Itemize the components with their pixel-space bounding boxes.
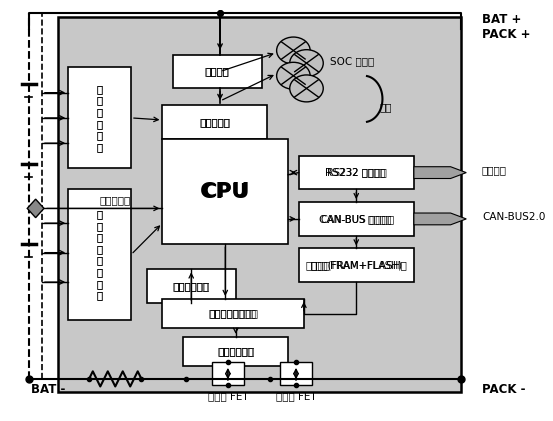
Bar — [147, 269, 236, 303]
Text: 调试接口: 调试接口 — [482, 165, 507, 176]
Text: RS232 通信驱动: RS232 通信驱动 — [325, 168, 387, 178]
Text: CAN-BUS 通信驱动: CAN-BUS 通信驱动 — [319, 214, 394, 224]
Text: 电
池
电
压
采
集
电
路: 电 池 电 压 采 集 电 路 — [97, 209, 102, 300]
Circle shape — [290, 75, 324, 102]
Text: 电
池
电
压
采
集
电
路: 电 池 电 压 采 集 电 路 — [96, 209, 103, 300]
Text: 驱动处理电路: 驱动处理电路 — [218, 346, 253, 357]
Text: CPU: CPU — [200, 181, 251, 202]
Circle shape — [276, 37, 310, 64]
Text: 充电用 FET: 充电用 FET — [207, 391, 248, 401]
Bar — [299, 156, 414, 189]
Text: 电源电路: 电源电路 — [205, 67, 230, 77]
Text: CAN-BUS 通信驱动: CAN-BUS 通信驱动 — [321, 214, 392, 224]
Text: PACK -: PACK - — [482, 383, 525, 396]
Text: BAT -: BAT - — [32, 383, 66, 396]
Text: 存储器（FRAM+FLASH）: 存储器（FRAM+FLASH） — [305, 260, 407, 270]
Text: 低功耗控制: 低功耗控制 — [200, 117, 229, 127]
Text: BAT +
PACK +: BAT + PACK + — [482, 13, 530, 41]
Bar — [58, 17, 461, 392]
Bar — [173, 55, 262, 88]
Text: 低功耗控制: 低功耗控制 — [199, 117, 231, 127]
Text: 电流采集电路: 电流采集电路 — [173, 281, 210, 291]
Bar — [163, 139, 288, 244]
Text: CPU: CPU — [203, 182, 247, 201]
Text: 电源电路: 电源电路 — [206, 67, 229, 77]
Bar — [163, 105, 267, 139]
Text: 短路强制保护电路: 短路强制保护电路 — [208, 309, 258, 319]
Bar — [299, 202, 414, 236]
Bar — [68, 67, 131, 168]
Text: 存储器(FRAM+FLASH): 存储器(FRAM+FLASH) — [310, 260, 402, 270]
FancyArrow shape — [414, 167, 466, 179]
Text: CAN-BUS2.0: CAN-BUS2.0 — [482, 212, 545, 222]
Text: 电
池
均
衡
电
路: 电 池 均 衡 电 路 — [96, 84, 103, 152]
Text: 温度传感器: 温度传感器 — [100, 195, 131, 205]
Circle shape — [276, 62, 310, 89]
Bar — [163, 299, 304, 328]
Bar — [299, 248, 414, 282]
Text: SOC 指示灯: SOC 指示灯 — [330, 56, 374, 66]
Bar — [184, 337, 288, 366]
Text: 短路强制保护电路: 短路强制保护电路 — [210, 309, 257, 319]
Text: RS232 通信驱动: RS232 通信驱动 — [327, 168, 385, 178]
Text: 电流采集电路: 电流采集电路 — [174, 281, 209, 291]
Bar — [212, 362, 244, 385]
Text: 放电用 FET: 放电用 FET — [276, 391, 316, 401]
Bar — [68, 189, 131, 320]
Bar — [280, 362, 312, 385]
Text: 驱动处理电路: 驱动处理电路 — [217, 346, 254, 357]
FancyArrow shape — [414, 213, 466, 225]
Text: 电
池
均
衡
电
路: 电 池 均 衡 电 路 — [97, 84, 102, 152]
Circle shape — [290, 50, 324, 77]
Polygon shape — [27, 199, 44, 218]
Text: 按钮: 按钮 — [380, 102, 392, 112]
